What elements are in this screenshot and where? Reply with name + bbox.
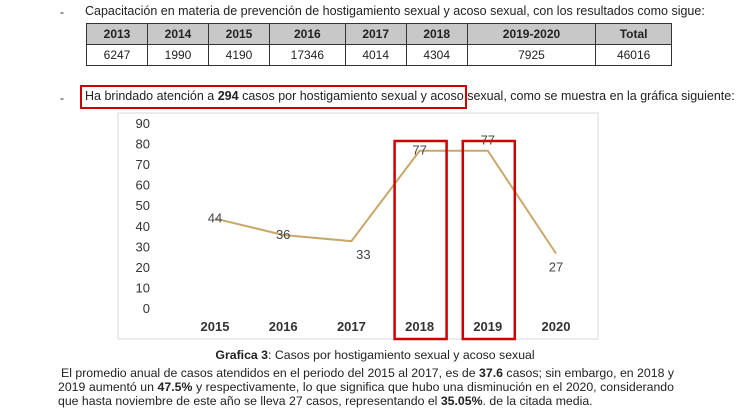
summary-paragraph: El promedio anual de casos atendidos en … [58,366,674,408]
table-cell: 4304 [405,44,468,66]
data-label: 44 [208,211,222,226]
column-header: 2014 [147,23,209,45]
x-tick-label: 2016 [269,319,298,334]
text: casos; sin embargo, en 2018 y 2019 aumen… [58,366,675,394]
chart-caption: Grafica 3: Casos por hostigamiento sexua… [0,348,750,362]
table-cell: 7925 [466,44,597,66]
highlight-box [393,139,448,341]
y-tick-label: 70 [136,157,150,172]
highlight-box [461,139,517,341]
table-row: 6247 1990 4190 17346 4014 4304 7925 46016 [86,44,672,66]
bold-value: 47.5% [157,380,193,394]
table-header-row: 2013 2014 2015 2016 2017 2018 2019-2020 Total [86,23,672,45]
bullet-text: Ha brindado atención a 294 casos por hos… [85,89,735,103]
y-tick-label: 0 [143,301,150,316]
caption-label: Grafica 3 [215,348,269,362]
bold-count: 294 [217,89,239,103]
y-tick-label: 40 [136,219,150,234]
highlight-box [80,85,467,109]
y-tick-label: 80 [136,137,150,152]
chart-frame [117,112,599,340]
text: casos por hostigamiento sexual y acoso s… [238,89,507,103]
text: . de la citada media. [482,394,593,408]
column-header: 2018 [405,23,468,45]
column-header: 2019-2020 [466,23,597,45]
bold-value: 37.6 [479,366,503,380]
bullet-text: Capacitación en materia de prevención de… [85,4,705,18]
column-header: 2017 [344,23,407,45]
x-tick-label: 2017 [337,319,366,334]
x-tick-label: 2020 [542,319,571,334]
x-tick-label: 2015 [201,319,230,334]
bullet-marker: - [60,91,64,105]
y-tick-label: 20 [136,260,150,275]
text: El promedio anual de casos atendidos en … [61,366,480,380]
data-label: 36 [276,227,290,242]
training-table: 2013 2014 2015 2016 2017 2018 2019-2020 Total 6… [86,23,672,66]
y-tick-label: 10 [136,280,150,295]
data-label: 77 [412,143,426,158]
y-tick-label: 30 [136,239,150,254]
text: Ha brindado atención a [85,89,218,103]
column-header: Total [595,23,672,45]
bullet-marker: - [60,5,64,19]
table-cell: 17346 [269,44,346,66]
table-cell: 46016 [595,44,672,66]
data-label: 33 [356,247,370,262]
series-line [214,149,557,255]
table-cell: 6247 [86,44,148,66]
y-tick-label: 60 [136,178,150,193]
column-header: 2016 [269,23,346,45]
table-cell: 4190 [208,44,270,66]
caption-text: : Casos por hostigamiento sexual y acoso… [268,348,535,362]
y-tick-label: 90 [136,116,150,131]
table-cell: 4014 [344,44,407,66]
y-tick-label: 50 [136,198,150,213]
bold-value: 35.05% [440,394,483,408]
x-tick-label: 2018 [405,319,434,334]
column-header: 2015 [208,23,270,45]
table-cell: 1990 [147,44,209,66]
data-label: 27 [549,260,563,275]
text: como se muestra en la gráfica siguiente: [506,89,735,103]
x-tick-label: 2019 [473,319,502,334]
